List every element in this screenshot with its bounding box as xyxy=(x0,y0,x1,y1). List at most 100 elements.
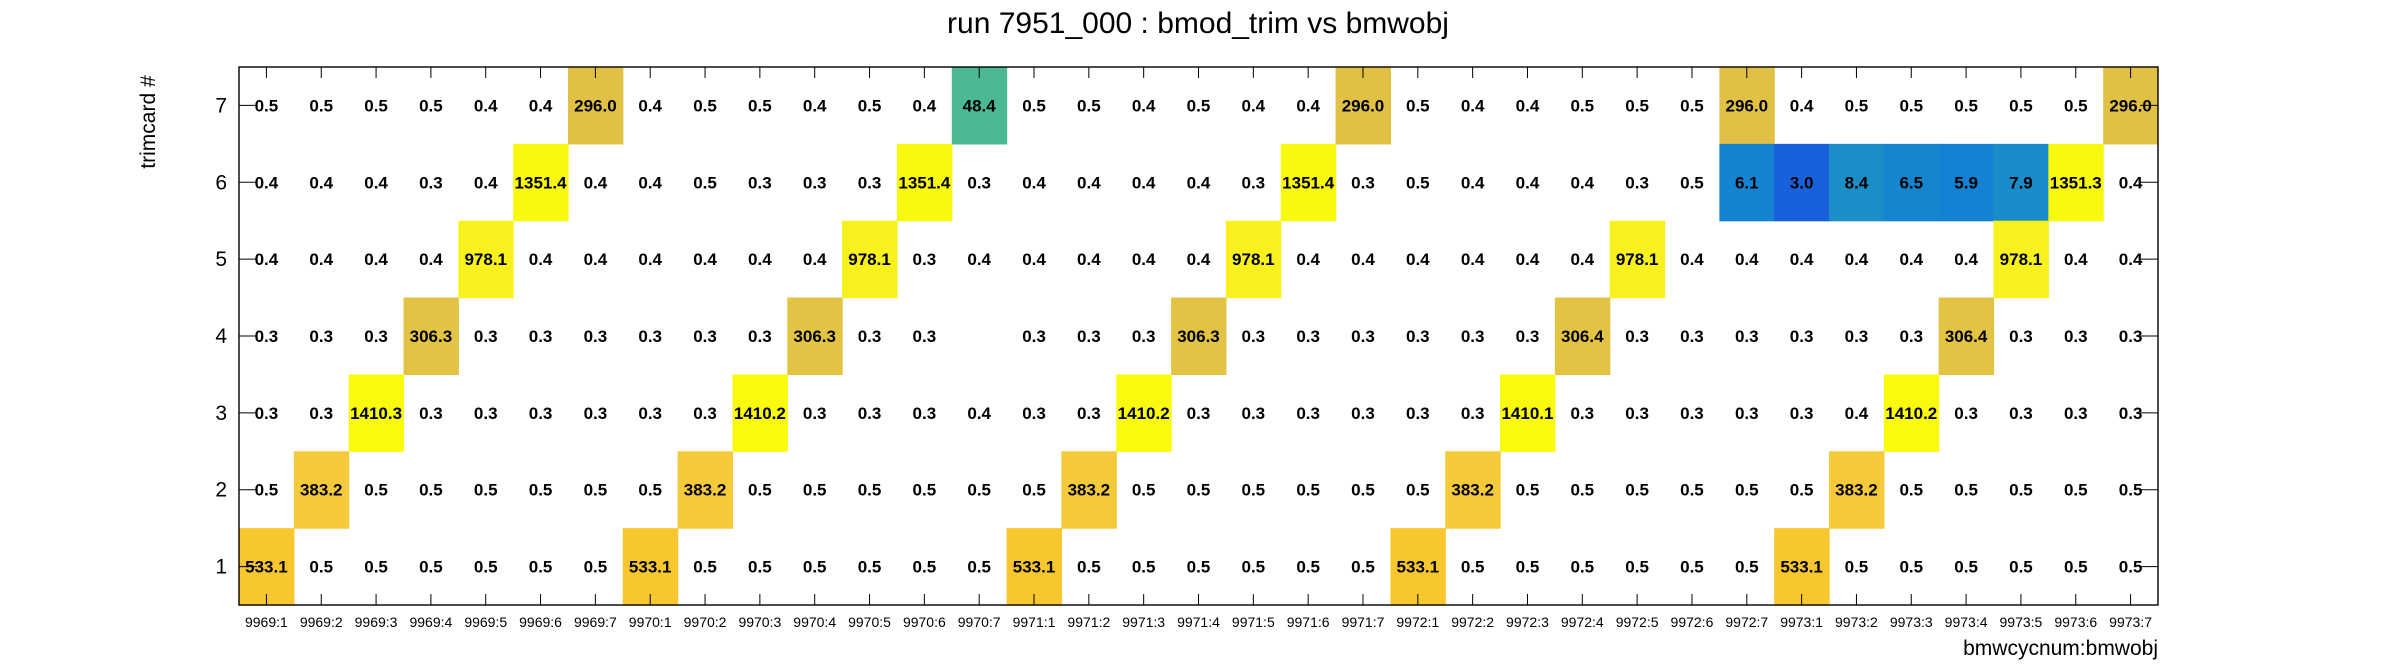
cell-value-label: 1351.3 xyxy=(2050,173,2102,192)
heatmap-cell xyxy=(458,220,514,299)
heatmap-cells xyxy=(239,67,2159,606)
cell-value-label: 0.4 xyxy=(1570,173,1594,192)
cell-value-label: 0.3 xyxy=(1625,173,1649,192)
heatmap-cell xyxy=(513,143,569,222)
heatmap-cell xyxy=(1829,143,1885,222)
cell-value-label: 0.5 xyxy=(474,481,498,500)
cell-value-label: 0.4 xyxy=(309,250,333,269)
cell-value-label: 0.4 xyxy=(638,250,662,269)
cell-value-label: 533.1 xyxy=(1397,558,1440,577)
cell-value-label: 0.4 xyxy=(748,250,772,269)
cell-value-label: 0.4 xyxy=(364,173,388,192)
cell-value-label: 0.3 xyxy=(858,327,882,346)
x-tick-label: 9972:1 xyxy=(1396,614,1439,630)
x-tick-label: 9971:6 xyxy=(1287,614,1330,630)
cell-value-label: 0.5 xyxy=(967,481,991,500)
cell-value-label: 0.3 xyxy=(913,250,937,269)
x-tick-label: 9972:6 xyxy=(1671,614,1714,630)
cell-value-label: 0.3 xyxy=(1461,404,1485,423)
cell-value-label: 0.5 xyxy=(2009,481,2033,500)
cell-value-label: 0.3 xyxy=(1022,327,1046,346)
heatmap-cell xyxy=(1993,143,2049,222)
cell-value-label: 0.5 xyxy=(1242,481,1266,500)
cell-value-label: 0.5 xyxy=(364,481,388,500)
cell-value-label: 0.5 xyxy=(1351,558,1375,577)
cell-value-label: 6.1 xyxy=(1735,173,1759,192)
cell-value-label: 0.3 xyxy=(1899,327,1923,346)
heatmap-cell xyxy=(842,220,898,299)
cell-value-label: 0.5 xyxy=(1132,558,1156,577)
cell-value-label: 0.5 xyxy=(2009,558,2033,577)
cell-value-label: 1410.3 xyxy=(350,404,402,423)
heatmap-cell xyxy=(1719,67,1775,145)
cell-value-label: 0.3 xyxy=(529,327,553,346)
cell-value-label: 0.5 xyxy=(1077,558,1101,577)
cell-value-label: 0.3 xyxy=(309,327,333,346)
cell-value-label: 0.3 xyxy=(748,327,772,346)
cell-value-label: 6.5 xyxy=(1899,173,1923,192)
cell-value-label: 0.4 xyxy=(474,96,498,115)
cell-value-label: 0.4 xyxy=(1022,250,1046,269)
cell-value-label: 0.4 xyxy=(255,250,279,269)
cell-value-label: 0.4 xyxy=(1735,250,1759,269)
heatmap-cell xyxy=(1774,528,1830,606)
cell-value-label: 0.4 xyxy=(1022,173,1046,192)
cell-value-label: 0.5 xyxy=(529,558,553,577)
cell-value-label: 0.5 xyxy=(2064,558,2088,577)
cell-value-label: 0.5 xyxy=(1516,481,1540,500)
x-tick-label: 9969:5 xyxy=(464,614,507,630)
cell-value-label: 0.5 xyxy=(364,96,388,115)
cell-value-label: 0.4 xyxy=(638,96,662,115)
cell-value-label: 0.3 xyxy=(858,404,882,423)
cell-value-label: 0.5 xyxy=(1077,96,1101,115)
cell-value-label: 0.4 xyxy=(1077,250,1101,269)
cell-value-label: 0.5 xyxy=(2119,481,2143,500)
cell-value-label: 0.5 xyxy=(1406,481,1430,500)
cell-value-label: 0.5 xyxy=(1625,558,1649,577)
cell-value-label: 0.3 xyxy=(419,404,443,423)
y-tick-label: 6 xyxy=(215,171,227,194)
cell-value-label: 0.5 xyxy=(1735,558,1759,577)
cell-value-label: 296.0 xyxy=(1342,96,1385,115)
x-tick-label: 9970:3 xyxy=(738,614,781,630)
cell-value-label: 978.1 xyxy=(464,250,507,269)
cell-value-label: 0.3 xyxy=(1570,404,1594,423)
cell-value-label: 0.5 xyxy=(364,558,388,577)
cell-value-label: 0.4 xyxy=(1242,96,1266,115)
cell-value-label: 0.3 xyxy=(1077,327,1101,346)
cell-value-label: 0.3 xyxy=(474,327,498,346)
cell-value-label: 0.4 xyxy=(803,250,827,269)
cell-value-label: 0.3 xyxy=(1516,327,1540,346)
x-tick-label: 9970:5 xyxy=(848,614,891,630)
heatmap-cell xyxy=(951,67,1008,145)
cell-value-label: 533.1 xyxy=(245,558,288,577)
heatmap-cell xyxy=(567,67,624,145)
cell-value-label: 0.3 xyxy=(1845,327,1869,346)
x-tick-label: 9972:3 xyxy=(1506,614,1549,630)
cell-value-label: 0.5 xyxy=(1625,96,1649,115)
heatmap-cell xyxy=(1225,220,1282,299)
cell-value-label: 0.3 xyxy=(584,327,608,346)
cell-value-label: 0.5 xyxy=(1845,96,1869,115)
x-tick-label: 9973:3 xyxy=(1890,614,1933,630)
cell-value-label: 978.1 xyxy=(1616,250,1659,269)
cell-value-label: 0.5 xyxy=(1570,96,1594,115)
cell-value-label: 978.1 xyxy=(1232,250,1275,269)
cell-value-label: 533.1 xyxy=(629,558,672,577)
cell-value-label: 0.3 xyxy=(584,404,608,423)
x-tick-label: 9972:5 xyxy=(1616,614,1659,630)
cell-value-label: 0.3 xyxy=(1351,404,1375,423)
heatmap-cell xyxy=(1171,297,1227,376)
cell-value-label: 0.5 xyxy=(1296,481,1320,500)
y-axis-title: trimcard # xyxy=(137,75,160,169)
heatmap-cell xyxy=(1774,143,1830,222)
cell-value-label: 0.3 xyxy=(1351,173,1375,192)
cell-value-label: 0.3 xyxy=(748,173,772,192)
cell-value-label: 0.5 xyxy=(419,558,443,577)
cell-value-label: 0.5 xyxy=(693,558,717,577)
heatmap-cell xyxy=(1609,220,1666,299)
cell-value-label: 0.5 xyxy=(1954,481,1978,500)
y-tick-label: 5 xyxy=(215,248,227,271)
cell-value-label: 0.5 xyxy=(748,481,772,500)
